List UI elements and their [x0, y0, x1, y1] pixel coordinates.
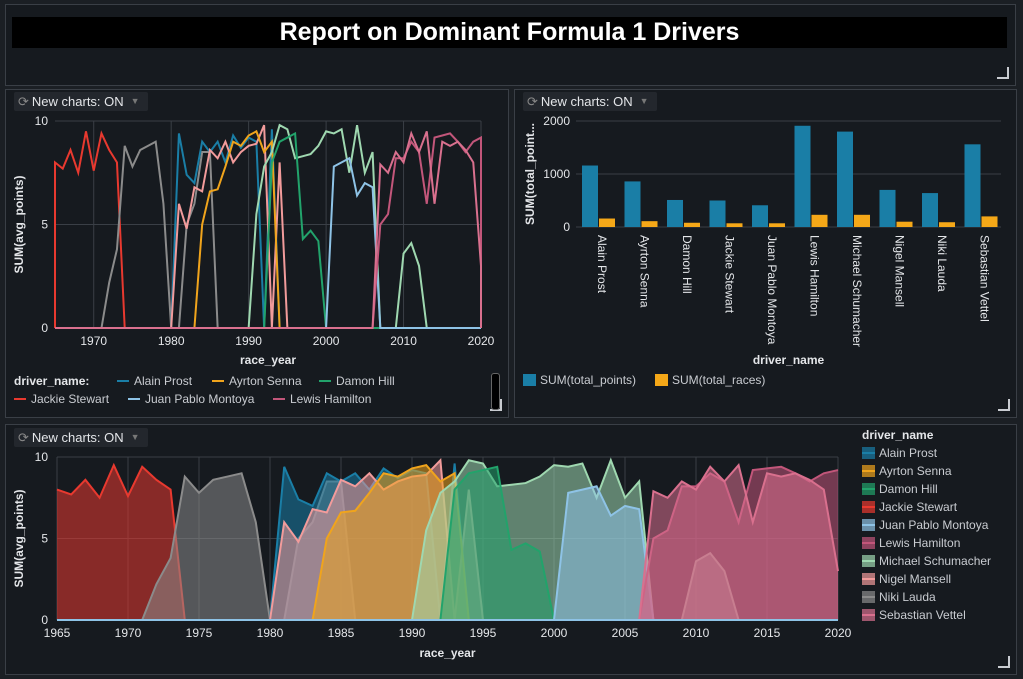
- chevron-down-icon: ▼: [131, 428, 140, 447]
- chevron-down-icon: ▼: [640, 92, 649, 111]
- toggle-label: New charts: ON: [32, 92, 124, 111]
- area-chart-panel: [5, 424, 1017, 675]
- toggle-label: New charts: ON: [32, 428, 124, 447]
- chevron-down-icon: ▼: [131, 92, 140, 111]
- resize-handle[interactable]: [997, 67, 1009, 79]
- resize-handle[interactable]: [998, 656, 1010, 668]
- refresh-icon: ⟳: [18, 428, 29, 447]
- bar-chart-panel: [514, 89, 1017, 418]
- page-title: Report on Dominant Formula 1 Drivers: [12, 17, 1007, 48]
- toggle-label: New charts: ON: [541, 92, 633, 111]
- new-charts-toggle[interactable]: ⟳ New charts: ON ▼: [14, 92, 148, 111]
- new-charts-toggle[interactable]: ⟳ New charts: ON ▼: [523, 92, 657, 111]
- new-charts-toggle[interactable]: ⟳ New charts: ON ▼: [14, 428, 148, 447]
- refresh-icon: ⟳: [18, 92, 29, 111]
- line-chart-panel: [5, 89, 509, 418]
- legend-scrollbar[interactable]: [491, 373, 500, 410]
- resize-handle[interactable]: [998, 399, 1010, 411]
- refresh-icon: ⟳: [527, 92, 538, 111]
